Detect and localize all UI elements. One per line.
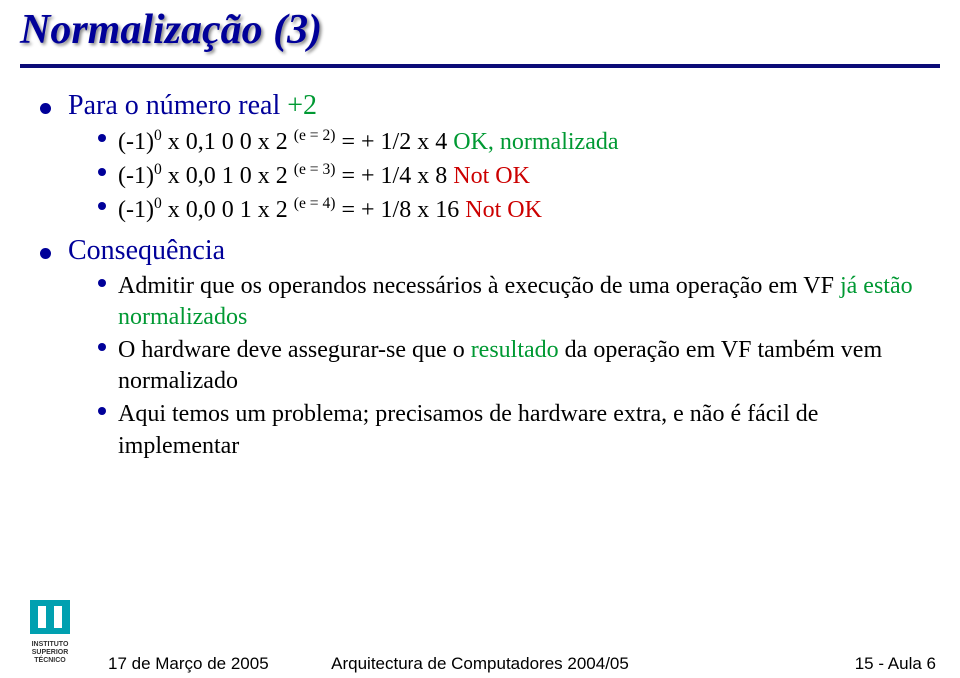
- f1-result: OK, normalizada: [453, 129, 618, 155]
- f2-eq: = + 1/4 x 8: [335, 163, 453, 189]
- svg-text:INSTITUTO: INSTITUTO: [32, 641, 69, 648]
- consequence-1: Admitir que os operandos necessários à e…: [40, 271, 920, 333]
- sub-bullet-icon: [98, 168, 106, 176]
- formula-line-1: (-1)0 x 0,1 0 0 x 2 (e = 2) = + 1/2 x 4 …: [40, 126, 920, 158]
- slide-body: Para o número real +2 (-1)0 x 0,1 0 0 x …: [40, 90, 920, 464]
- conseq-2-b: resultado: [471, 337, 559, 363]
- f3-exp1: 0: [154, 195, 162, 212]
- sub-bullet-icon: [98, 279, 106, 287]
- conseq-2-a: O hardware deve assegurar-se que o: [118, 337, 471, 363]
- f2-exp2: (e = 3): [294, 161, 336, 178]
- conseq-1-a: Admitir que os operandos necessários à e…: [118, 273, 840, 299]
- f2-result: Not OK: [453, 163, 530, 189]
- formula-3: (-1)0 x 0,0 0 1 x 2 (e = 4) = + 1/8 x 16…: [118, 197, 542, 223]
- f3-base: (-1): [118, 197, 154, 223]
- bullet-2: Consequência: [40, 235, 920, 267]
- formula-line-2: (-1)0 x 0,0 1 0 x 2 (e = 3) = + 1/4 x 8 …: [40, 160, 920, 192]
- f1-mid: x 0,1 0 0 x 2: [162, 129, 294, 155]
- bullet-2-text: Consequência: [68, 235, 225, 266]
- sub-bullet-icon: [98, 202, 106, 210]
- f1-eq: = + 1/2 x 4: [335, 129, 453, 155]
- f3-result: Not OK: [465, 197, 542, 223]
- f2-mid: x 0,0 1 0 x 2: [162, 163, 294, 189]
- bullet-dot-icon: [40, 103, 51, 114]
- sub-bullet-icon: [98, 343, 106, 351]
- title-underline: [20, 64, 940, 68]
- f1-exp2: (e = 2): [294, 127, 336, 144]
- footer-page: 15 - Aula 6: [855, 654, 936, 674]
- consequence-2: O hardware deve assegurar-se que o resul…: [40, 335, 920, 397]
- bullet-1: Para o número real +2: [40, 90, 920, 122]
- f3-eq: = + 1/8 x 16: [335, 197, 465, 223]
- consequence-3: Aqui temos um problema; precisamos de ha…: [40, 399, 920, 461]
- f2-exp1: 0: [154, 161, 162, 178]
- bullet-dot-icon: [40, 248, 51, 259]
- sub-bullet-icon: [98, 134, 106, 142]
- f3-exp2: (e = 4): [294, 195, 336, 212]
- bullet-1-value: +2: [287, 90, 317, 121]
- footer-course: Arquitectura de Computadores 2004/05: [0, 654, 960, 674]
- conseq-3: Aqui temos um problema; precisamos de ha…: [118, 401, 818, 458]
- f1-exp1: 0: [154, 127, 162, 144]
- f3-mid: x 0,0 0 1 x 2: [162, 197, 294, 223]
- formula-2: (-1)0 x 0,0 1 0 x 2 (e = 3) = + 1/4 x 8 …: [118, 163, 530, 189]
- formula-line-3: (-1)0 x 0,0 0 1 x 2 (e = 4) = + 1/8 x 16…: [40, 194, 920, 226]
- formula-1: (-1)0 x 0,1 0 0 x 2 (e = 2) = + 1/2 x 4 …: [118, 129, 619, 155]
- f1-base: (-1): [118, 129, 154, 155]
- bullet-1-text: Para o número real: [68, 90, 287, 121]
- slide-title: Normalização (3): [20, 6, 322, 54]
- sub-bullet-icon: [98, 407, 106, 415]
- f2-base: (-1): [118, 163, 154, 189]
